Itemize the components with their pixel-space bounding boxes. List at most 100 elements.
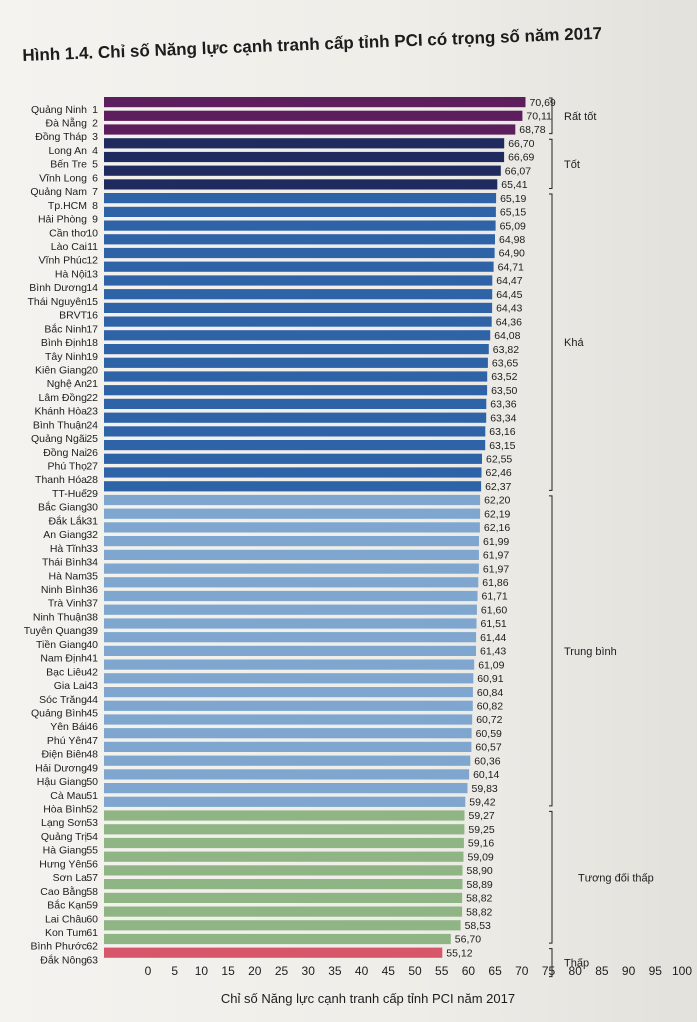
rank-label-43: 43 xyxy=(86,680,98,692)
bar-39 xyxy=(104,618,477,629)
value-label-16: 64,43 xyxy=(496,303,522,315)
bar-51 xyxy=(104,783,468,794)
value-label-13: 64,71 xyxy=(498,261,524,273)
value-label-9: 65,15 xyxy=(500,207,526,219)
rank-label-13: 13 xyxy=(86,268,98,280)
group-label-6: Thấp xyxy=(564,958,589,970)
group-bracket-2 xyxy=(549,138,553,189)
bar-4 xyxy=(104,138,505,149)
bar-32 xyxy=(104,522,480,533)
category-label-16: BRVT xyxy=(59,310,87,322)
category-label-46: Yên Bái xyxy=(50,721,87,733)
bar-33 xyxy=(104,536,479,547)
value-label-58: 58,89 xyxy=(467,879,493,891)
x-tick-label-80: 80 xyxy=(569,964,583,978)
rank-label-5: 5 xyxy=(92,159,98,171)
category-label-13: Hà Nội xyxy=(55,268,87,280)
value-label-50: 60,14 xyxy=(473,769,499,781)
rank-label-8: 8 xyxy=(92,200,98,212)
category-label-32: An Giang xyxy=(43,529,87,541)
category-label-62: Bình Phước xyxy=(30,941,87,953)
bar-44 xyxy=(104,687,473,698)
rank-label-25: 25 xyxy=(86,433,98,445)
value-label-29: 62,37 xyxy=(485,481,511,493)
category-label-14: Bình Dương xyxy=(29,282,87,294)
value-label-46: 60,72 xyxy=(476,714,502,726)
category-label-52: Hòa Bình xyxy=(43,804,87,816)
bar-27 xyxy=(104,453,482,464)
value-label-26: 63,15 xyxy=(489,440,515,452)
x-tick-label-25: 25 xyxy=(275,964,289,978)
category-label-42: Bạc Liêu xyxy=(46,666,87,678)
rank-label-10: 10 xyxy=(86,227,98,239)
rank-label-34: 34 xyxy=(86,557,98,569)
category-label-43: Gia Lai xyxy=(54,680,87,692)
rank-label-40: 40 xyxy=(86,639,98,651)
value-label-39: 61,51 xyxy=(481,618,507,630)
value-label-10: 65,09 xyxy=(500,220,526,232)
rank-label-19: 19 xyxy=(86,351,98,363)
category-label-8: Tp.HCM xyxy=(48,200,87,212)
rank-label-35: 35 xyxy=(86,570,98,582)
rank-label-16: 16 xyxy=(86,310,98,322)
value-label-18: 64,08 xyxy=(494,330,520,342)
value-label-33: 61,99 xyxy=(483,536,509,548)
category-label-23: Khánh Hòa xyxy=(34,406,87,418)
rank-label-14: 14 xyxy=(86,282,98,294)
category-label-28: Thanh Hóa xyxy=(35,474,87,486)
value-label-54: 59,25 xyxy=(468,824,494,836)
value-label-51: 59,83 xyxy=(472,783,498,795)
rank-label-1: 1 xyxy=(92,104,98,116)
x-tick-label-60: 60 xyxy=(462,964,476,978)
bar-45 xyxy=(104,700,473,711)
rank-label-23: 23 xyxy=(86,406,98,418)
category-label-58: Cao Bằng xyxy=(40,885,87,898)
category-label-27: Phú Thọ xyxy=(47,461,87,473)
category-label-29: TT-Huế xyxy=(52,488,87,500)
group-bracket-6 xyxy=(549,948,553,978)
x-tick-label-35: 35 xyxy=(328,964,342,978)
rank-label-58: 58 xyxy=(86,886,98,898)
bar-61 xyxy=(104,920,461,931)
group-label-2: Tốt xyxy=(564,159,580,171)
rank-label-33: 33 xyxy=(86,543,98,555)
bar-18 xyxy=(104,330,491,341)
bar-13 xyxy=(104,261,494,272)
rank-label-42: 42 xyxy=(86,666,98,678)
rank-label-50: 50 xyxy=(86,776,98,788)
rank-label-2: 2 xyxy=(92,118,98,130)
bar-60 xyxy=(104,906,463,917)
value-label-43: 60,91 xyxy=(477,673,503,685)
rank-label-38: 38 xyxy=(86,611,98,623)
value-label-15: 64,45 xyxy=(496,289,522,301)
category-label-21: Nghệ An xyxy=(47,378,87,390)
bar-15 xyxy=(104,289,493,300)
value-label-31: 62,19 xyxy=(484,508,510,520)
value-label-59: 58,82 xyxy=(466,893,492,905)
bar-19 xyxy=(104,344,489,355)
value-label-61: 58,53 xyxy=(465,920,491,932)
value-label-52: 59,42 xyxy=(469,797,495,809)
value-label-25: 63,16 xyxy=(489,426,515,438)
x-tick-label-75: 75 xyxy=(542,964,556,978)
category-label-11: Lào Cai xyxy=(51,241,87,253)
value-label-8: 65,19 xyxy=(500,193,526,205)
category-label-40: Tiền Giang xyxy=(36,639,87,651)
bar-46 xyxy=(104,714,473,725)
value-label-55: 59,16 xyxy=(468,838,494,850)
bar-9 xyxy=(104,206,496,217)
group-bracket-3 xyxy=(549,193,553,491)
category-label-38: Ninh Thuận xyxy=(33,611,87,623)
bar-40 xyxy=(104,632,477,643)
category-label-49: Hải Dương xyxy=(35,762,87,774)
category-label-26: Đồng Nai xyxy=(43,447,87,459)
rank-label-59: 59 xyxy=(86,900,98,912)
category-label-1: Quảng Ninh xyxy=(31,104,87,116)
bar-24 xyxy=(104,412,487,423)
bar-14 xyxy=(104,275,493,286)
value-label-11: 64,98 xyxy=(499,234,525,246)
value-label-42: 61,09 xyxy=(478,659,504,671)
category-label-54: Quảng Trị xyxy=(41,831,87,843)
bar-26 xyxy=(104,440,486,451)
